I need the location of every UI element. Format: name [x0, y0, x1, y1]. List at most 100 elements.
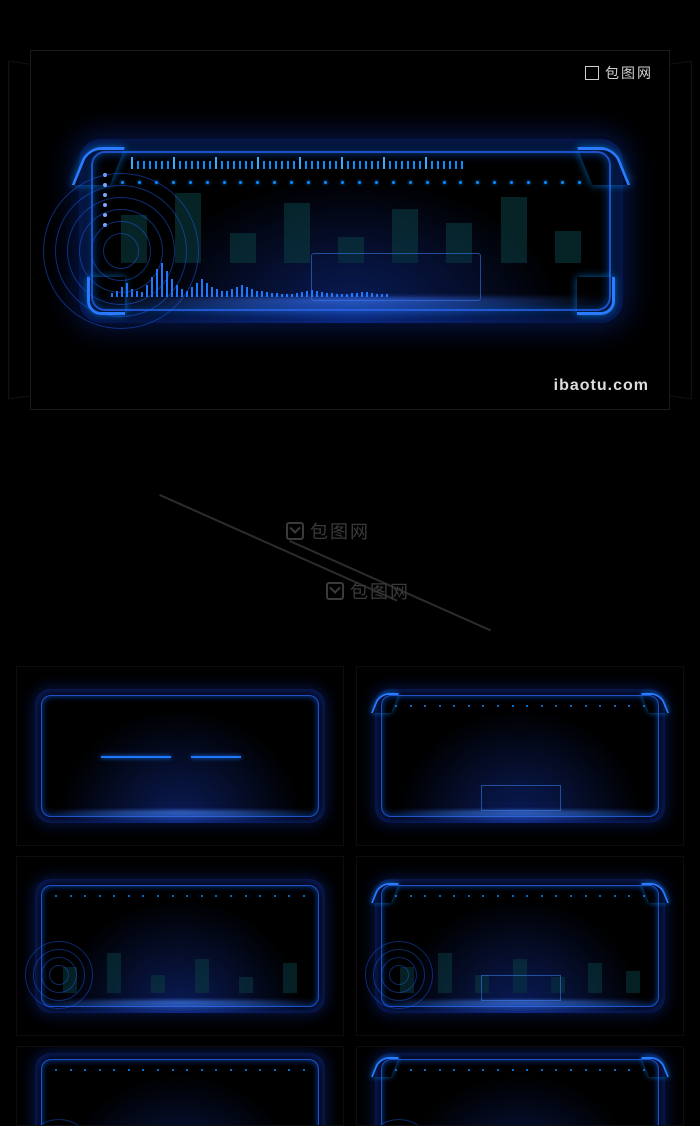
wave-spike	[206, 283, 208, 297]
ruler-tick	[287, 161, 289, 169]
ruler-tick	[299, 157, 301, 169]
thumbnail-card[interactable]	[16, 1046, 344, 1126]
wave-spike	[251, 289, 253, 297]
mini-panel	[481, 785, 561, 811]
hud-base-glow	[81, 297, 621, 319]
hud-bar	[555, 231, 581, 263]
ruler-tick	[209, 161, 211, 169]
wave-spike	[196, 283, 198, 297]
mini-dot-row	[395, 705, 645, 708]
ruler-tick	[275, 161, 277, 169]
ruler-tick	[203, 161, 205, 169]
mini-base-glow	[37, 810, 323, 822]
mini-border	[41, 695, 319, 817]
hero-preview-card: 包图网 ibaotu.com	[30, 50, 670, 410]
ruler-tick	[251, 161, 253, 169]
ruler-tick	[317, 161, 319, 169]
ruler-tick	[341, 157, 343, 169]
mini-hud	[41, 885, 319, 1007]
ruler-tick	[329, 161, 331, 169]
center-watermark-2: 包图网	[326, 578, 410, 604]
ruler-tick	[431, 161, 433, 169]
ruler-tick	[233, 161, 235, 169]
ruler-tick	[425, 157, 427, 169]
ruler-tick	[347, 161, 349, 169]
ruler-tick	[239, 161, 241, 169]
wave-spike	[231, 289, 233, 297]
ruler-tick	[365, 161, 367, 169]
ruler-tick	[263, 161, 265, 169]
wave-spike	[211, 287, 213, 297]
hud-bar	[501, 197, 527, 263]
hud-frame	[91, 151, 611, 311]
watermark-logo-icon	[326, 582, 344, 600]
ruler-tick	[353, 161, 355, 169]
ruler-tick	[143, 161, 145, 169]
mini-base-glow	[37, 1000, 323, 1012]
mini-base-glow	[377, 810, 663, 822]
ruler-tick	[197, 161, 199, 169]
center-watermark-label: 包图网	[350, 578, 410, 604]
mini-hud	[41, 695, 319, 817]
ruler-tick	[395, 161, 397, 169]
wave-spike	[311, 290, 313, 297]
wave-spike	[236, 287, 238, 297]
ruler-tick	[377, 161, 379, 169]
ruler-tick	[305, 161, 307, 169]
ruler-tick	[221, 161, 223, 169]
ruler-tick	[137, 161, 139, 169]
thumbnail-card[interactable]	[356, 1046, 684, 1126]
ruler-tick	[335, 161, 337, 169]
center-watermark-band: 包图网 包图网	[170, 484, 530, 646]
mini-hud	[41, 1059, 319, 1126]
ruler-tick	[281, 161, 283, 169]
ruler-tick	[167, 161, 169, 169]
ruler-tick	[371, 161, 373, 169]
hero-inner: 包图网 ibaotu.com	[31, 51, 669, 409]
mini-rings	[23, 1117, 95, 1126]
ruler-tick	[443, 161, 445, 169]
center-watermark-label: 包图网	[310, 518, 370, 544]
ruler-tick	[173, 157, 175, 169]
mini-hud	[381, 1059, 659, 1126]
mini-center-line	[101, 756, 171, 758]
ruler-tick	[359, 161, 361, 169]
ruler-tick	[455, 161, 457, 169]
ruler-tick	[131, 157, 133, 169]
ruler-tick	[155, 161, 157, 169]
ruler-tick	[311, 161, 313, 169]
ruler-tick	[407, 161, 409, 169]
ruler-tick	[227, 161, 229, 169]
ruler-tick	[413, 161, 415, 169]
thumbnail-card[interactable]	[356, 666, 684, 846]
mini-hud	[381, 695, 659, 817]
thumbnail-card[interactable]	[356, 856, 684, 1036]
ruler-tick	[323, 161, 325, 169]
ruler-tick	[257, 157, 259, 169]
ruler-tick	[161, 161, 163, 169]
thumbnail-card[interactable]	[16, 666, 344, 846]
wave-spike	[216, 289, 218, 297]
ruler-tick	[383, 157, 385, 169]
mini-rings	[363, 1117, 435, 1126]
wave-spike	[191, 287, 193, 297]
ruler-tick	[269, 161, 271, 169]
ruler-tick	[461, 161, 463, 169]
mini-base-glow	[377, 1000, 663, 1012]
hud-bar	[284, 203, 310, 263]
wave-spike	[246, 287, 248, 297]
wave-spike	[241, 285, 243, 297]
ruler-tick	[419, 161, 421, 169]
ruler-tick	[179, 161, 181, 169]
thumbnail-card[interactable]	[16, 856, 344, 1036]
watermark-top-label: 包图网	[605, 63, 653, 83]
ruler-tick	[245, 161, 247, 169]
watermark-top: 包图网	[585, 63, 653, 83]
center-watermark-1: 包图网	[286, 518, 370, 544]
ruler-tick	[449, 161, 451, 169]
wave-spike	[201, 279, 203, 297]
watermark-logo-icon	[585, 66, 599, 80]
watermark-url: ibaotu.com	[554, 377, 649, 395]
ruler-tick	[437, 161, 439, 169]
thumbnail-grid	[16, 666, 684, 1126]
